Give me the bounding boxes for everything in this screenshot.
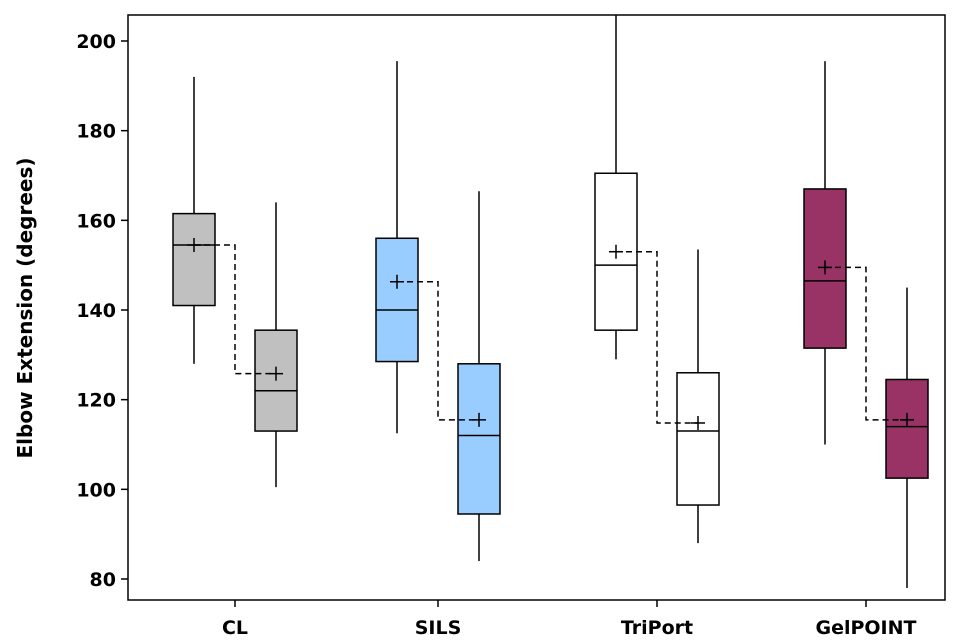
box [375,237,419,363]
x-tick-label: GelPOINT [815,617,916,639]
x-tick-label: CL [222,617,248,639]
y-axis: 80 100 120 140 160 180 200 [76,31,128,591]
box [172,212,216,307]
plot-frame [127,14,946,601]
box-group-cl [172,76,298,488]
box-group-sils [375,61,501,562]
x-tick-label: TriPort [621,617,693,639]
box-group-gelpoint [803,61,929,588]
x-tick-label: SILS [415,617,462,639]
y-tick-label: 140 [76,300,116,322]
mean-connector [397,281,479,421]
plot-area [172,15,929,588]
y-tick-label: 80 [90,569,116,591]
y-tick-label: 160 [76,210,116,232]
y-tick-label: 180 [76,121,116,143]
y-tick-label: 200 [76,31,116,53]
box [885,378,929,479]
x-axis: CL SILS TriPort GelPOINT [222,600,917,639]
box [676,372,720,506]
y-tick-label: 120 [76,390,116,412]
mean-connector [825,266,907,421]
y-tick-label: 100 [76,479,116,501]
mean-connector [616,250,698,424]
y-axis-title: Elbow Extension (degrees) [13,157,37,458]
mean-connector [194,244,276,375]
box [457,363,501,515]
box-group-triport [594,15,720,544]
